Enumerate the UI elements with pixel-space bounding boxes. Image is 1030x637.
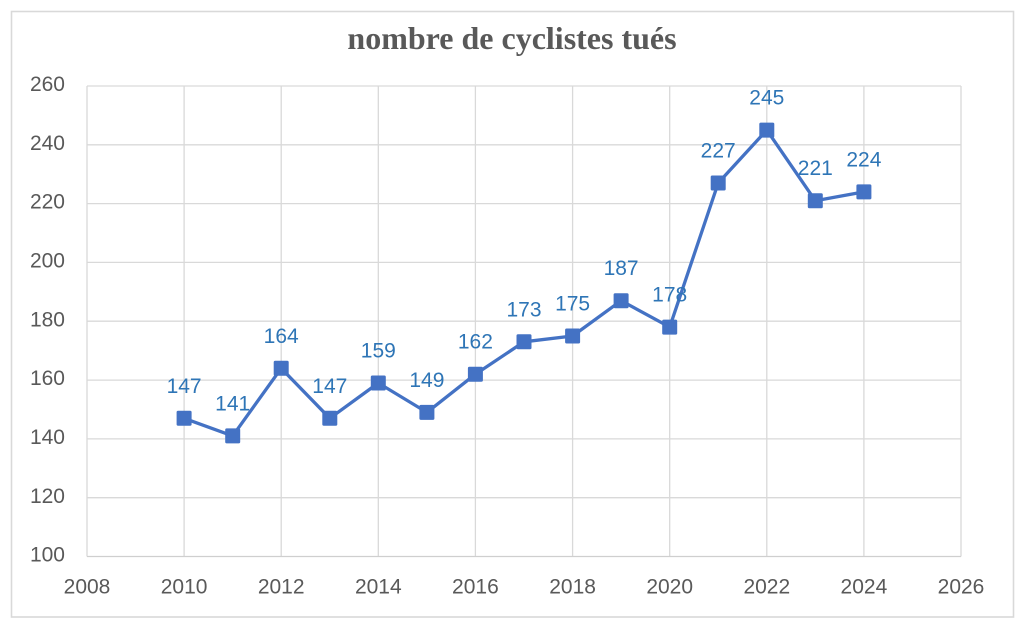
svg-text:2022: 2022	[743, 576, 790, 599]
svg-text:173: 173	[506, 298, 541, 321]
svg-text:100: 100	[30, 544, 65, 567]
svg-text:140: 140	[30, 426, 65, 449]
svg-text:178: 178	[652, 284, 687, 307]
svg-text:159: 159	[361, 340, 396, 363]
svg-text:160: 160	[30, 367, 65, 390]
svg-text:187: 187	[604, 257, 639, 280]
svg-text:2010: 2010	[161, 576, 208, 599]
svg-text:240: 240	[30, 132, 65, 155]
svg-text:2026: 2026	[938, 576, 985, 599]
svg-text:162: 162	[458, 331, 493, 354]
svg-text:147: 147	[167, 375, 202, 398]
svg-text:200: 200	[30, 250, 65, 273]
svg-text:120: 120	[30, 485, 65, 508]
svg-text:227: 227	[701, 140, 736, 163]
svg-text:149: 149	[409, 369, 444, 392]
svg-text:175: 175	[555, 293, 590, 316]
svg-text:245: 245	[749, 87, 784, 110]
svg-text:224: 224	[846, 148, 881, 171]
svg-text:220: 220	[30, 191, 65, 214]
svg-text:2020: 2020	[646, 576, 693, 599]
svg-text:2016: 2016	[452, 576, 499, 599]
svg-text:221: 221	[798, 157, 833, 180]
svg-text:147: 147	[312, 375, 347, 398]
svg-text:180: 180	[30, 308, 65, 331]
svg-text:260: 260	[30, 73, 65, 96]
svg-text:2008: 2008	[64, 576, 111, 599]
svg-text:2014: 2014	[355, 576, 402, 599]
svg-text:nombre de cyclistes tués: nombre de cyclistes tués	[347, 20, 676, 56]
svg-text:164: 164	[264, 325, 299, 348]
svg-text:2012: 2012	[258, 576, 305, 599]
svg-text:2018: 2018	[549, 576, 596, 599]
svg-text:141: 141	[215, 392, 250, 415]
svg-text:2024: 2024	[841, 576, 888, 599]
